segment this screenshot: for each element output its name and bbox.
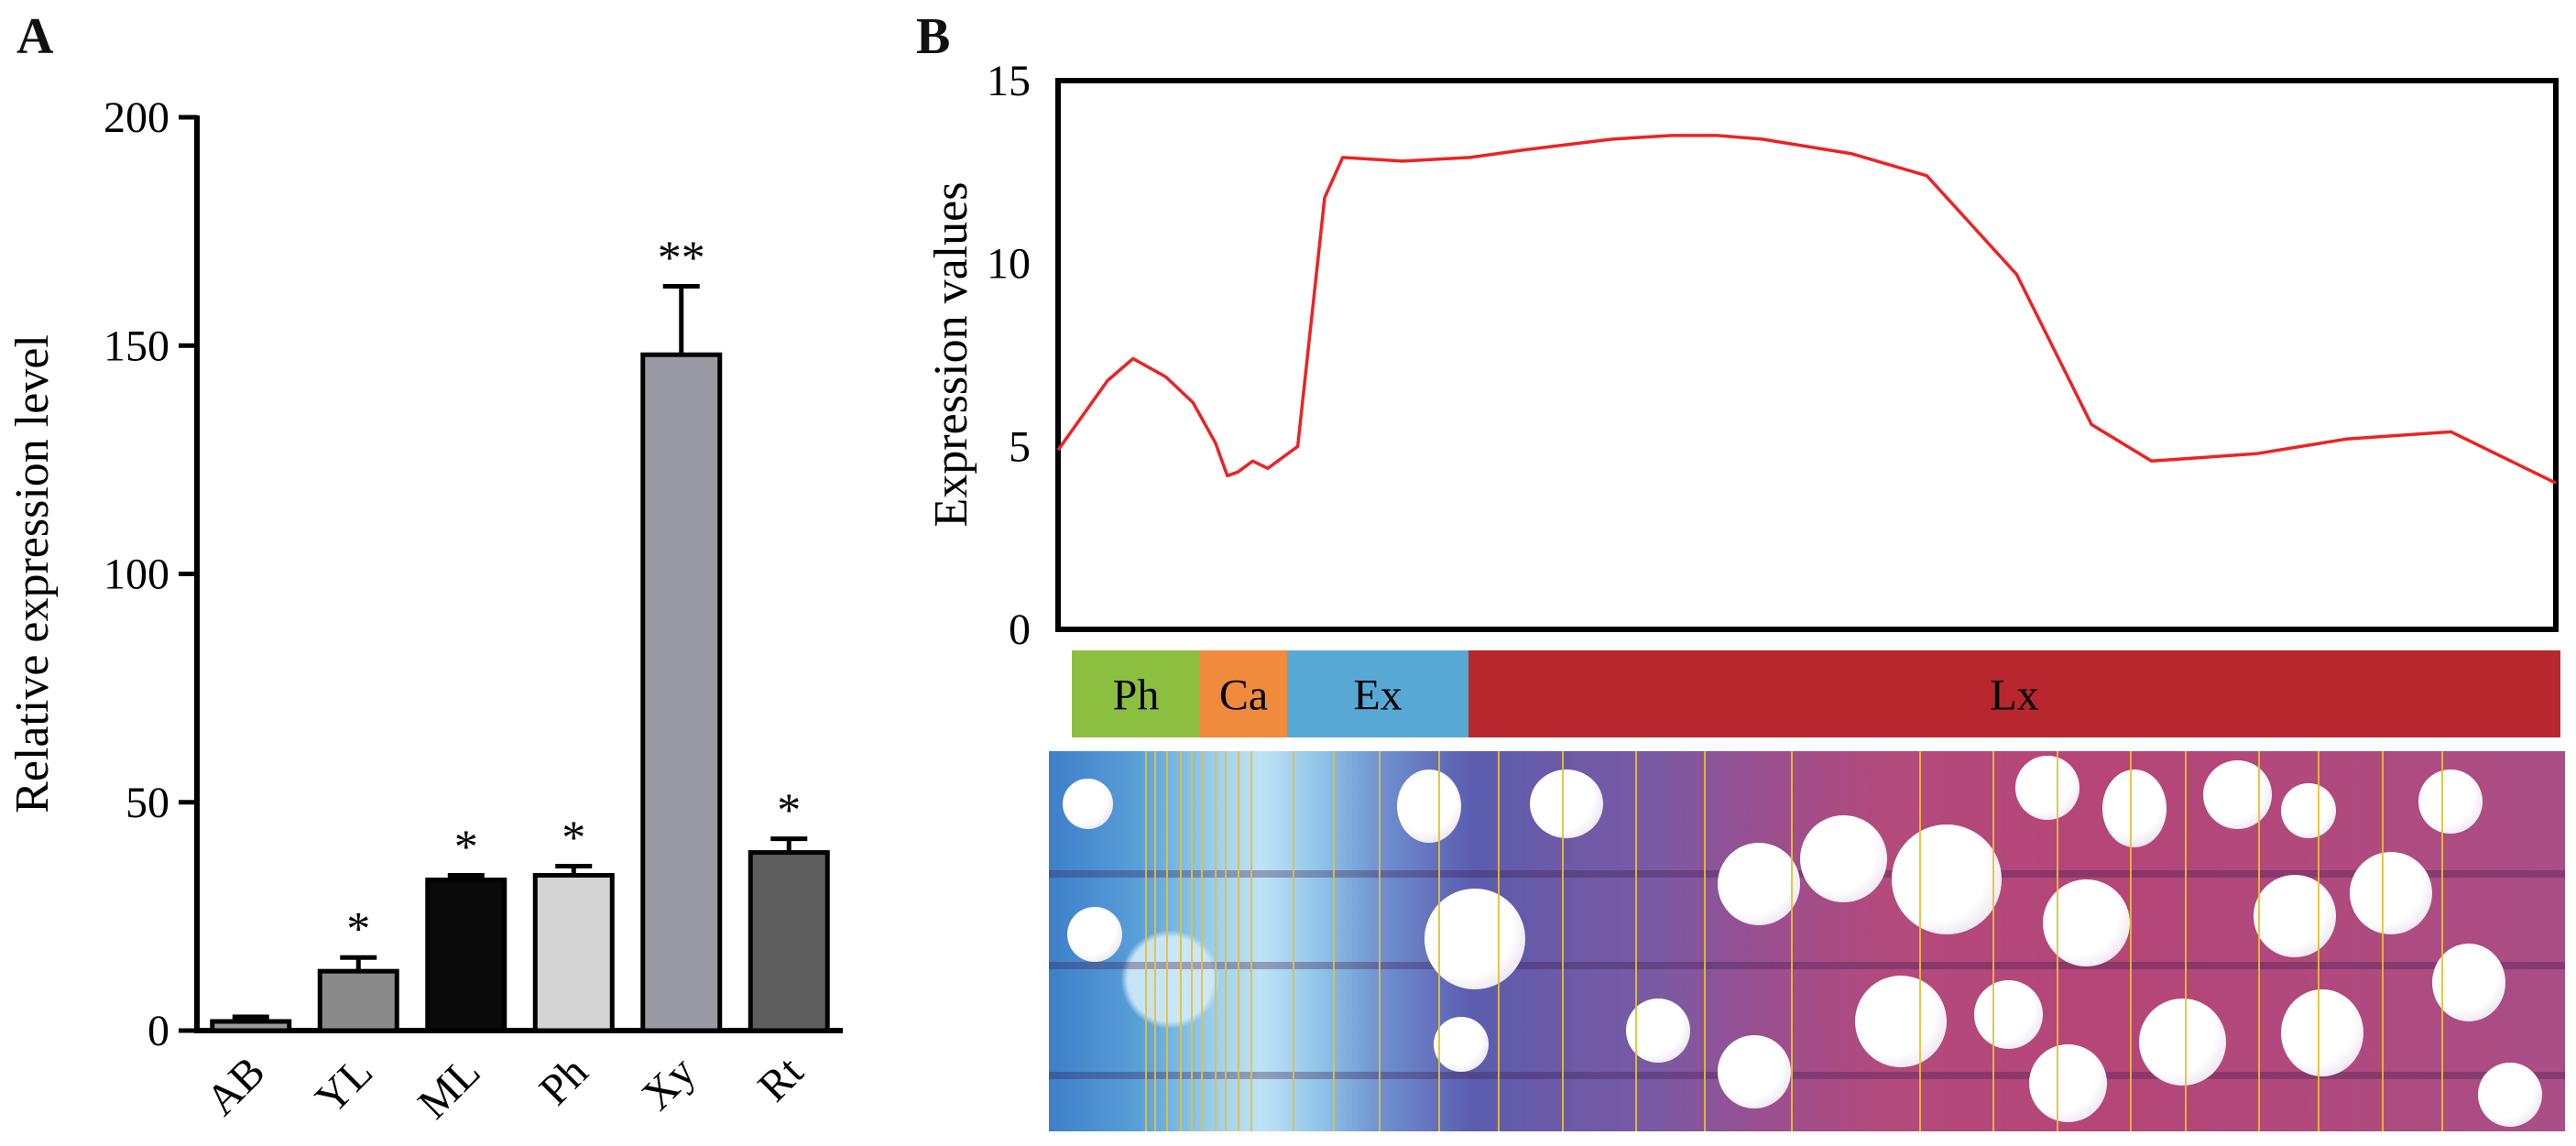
significance-marker: * (346, 903, 370, 955)
significance-marker: * (777, 785, 801, 837)
region-band (1468, 650, 2560, 737)
plot-frame (1055, 78, 2559, 632)
region-label: Ex (1353, 671, 1402, 720)
significance-marker: * (454, 822, 478, 874)
y-tick-label: 100 (104, 551, 169, 599)
region-band (1287, 650, 1468, 737)
y-tick-label: 200 (104, 93, 169, 142)
y-tick-label: 150 (104, 322, 169, 370)
bar (532, 873, 615, 1033)
significance-marker: * (562, 813, 585, 865)
y-tick-label: 50 (126, 779, 169, 827)
region-band (1200, 650, 1287, 737)
bar (317, 968, 399, 1033)
region-label: Ph (1113, 671, 1160, 720)
bar (210, 1019, 292, 1033)
x-tick-label: YL (306, 1047, 382, 1123)
y-axis-label: Relative expression level (6, 334, 59, 813)
y-tick-label: 5 (1009, 422, 1031, 471)
bar (640, 352, 723, 1033)
region-band (1072, 650, 1200, 737)
x-tick-label: Rt (748, 1047, 813, 1111)
significance-marker: ** (658, 232, 705, 284)
panel-label-b: B (916, 8, 951, 65)
line-chart-b: 0 5 10 15 Expression values Ph Ca Ex Lx (925, 57, 2560, 737)
panel-label-a: A (16, 8, 54, 65)
y-tick-label: 15 (987, 57, 1031, 105)
x-tick-label: AB (197, 1047, 275, 1125)
x-tick-label: Ph (530, 1047, 597, 1114)
region-label: Ca (1219, 671, 1268, 720)
bar (748, 850, 830, 1033)
x-tick-label: Xy (633, 1047, 705, 1119)
y-axis-label: Expression values (925, 182, 977, 528)
wood-cross-section-micrograph (1049, 751, 2565, 1131)
bar (425, 877, 508, 1033)
expression-line (1056, 134, 2557, 485)
region-label: Lx (1990, 671, 2038, 720)
bar-chart-a: 0 50 100 150 200 Relative expression level AB *… (6, 93, 843, 1129)
y-tick-label: 0 (147, 1007, 169, 1055)
y-tick-label: 10 (987, 240, 1031, 289)
y-tick-label: 0 (1009, 606, 1031, 654)
x-tick-label: ML (409, 1047, 489, 1128)
